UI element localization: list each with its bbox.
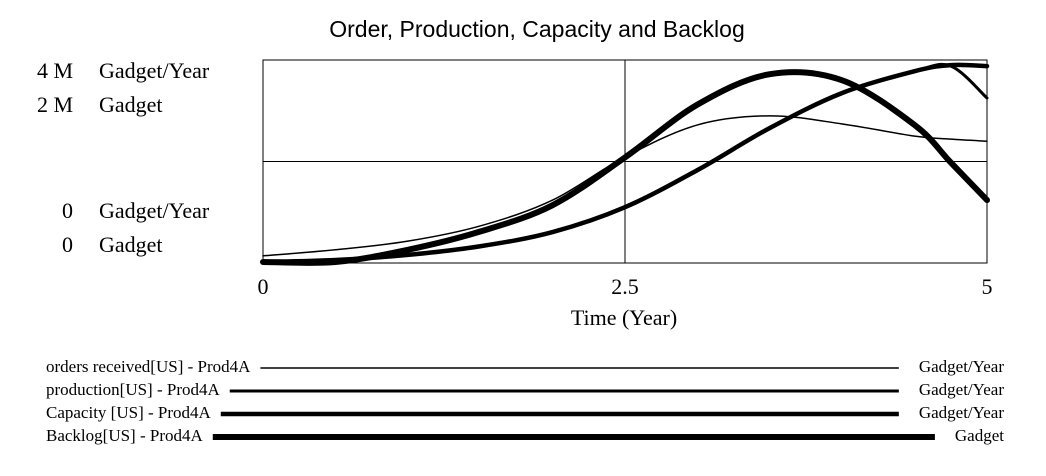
y2-unit-label: Gadget — [99, 232, 163, 257]
x-axis-label: Time (Year) — [571, 305, 677, 330]
y2-tick-label: 2 M — [37, 92, 73, 117]
legend-label: Capacity [US] - Prod4A — [46, 403, 212, 422]
y-tick-label: 4 M — [37, 58, 73, 83]
y-unit-label: Gadget/Year — [99, 58, 210, 83]
x-tick-label: 0 — [258, 274, 269, 299]
y-tick-label: 0 — [62, 198, 73, 223]
y2-tick-label: 0 — [62, 232, 73, 257]
series-line — [260, 62, 990, 265]
chart-title: Order, Production, Capacity and Backlog — [329, 16, 745, 42]
x-tick-label: 2.5 — [611, 274, 639, 299]
x-tick-label: 5 — [982, 274, 993, 299]
y-unit-label: Gadget/Year — [99, 198, 210, 223]
legend-label: orders received[US] - Prod4A — [46, 357, 251, 376]
legend-label: production[US] - Prod4A — [46, 380, 220, 399]
series-line — [260, 69, 990, 266]
y2-unit-label: Gadget — [99, 92, 163, 117]
legend-unit: Gadget — [955, 426, 1004, 445]
legend-unit: Gadget/Year — [919, 380, 1004, 399]
series-line — [262, 115, 988, 257]
legend-unit: Gadget/Year — [919, 403, 1004, 422]
legend-label: Backlog[US] - Prod4A — [46, 426, 203, 445]
legend-unit: Gadget/Year — [919, 357, 1004, 376]
